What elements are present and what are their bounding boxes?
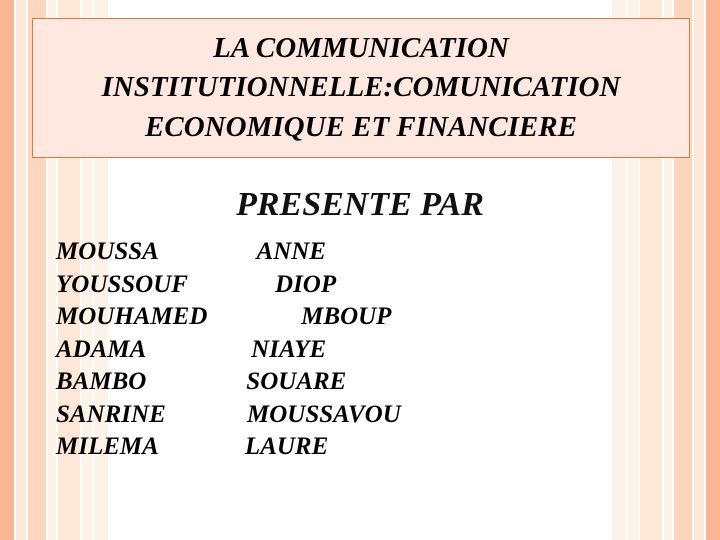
name-row: MILEMA LAURE — [56, 431, 401, 464]
name-row: ADAMA NIAYE — [56, 334, 401, 367]
decorative-stripe — [0, 0, 14, 540]
decorative-stripe — [694, 0, 704, 540]
name-row: SANRINE MOUSSAVOU — [56, 399, 401, 432]
subtitle-text: PRESENTE PAR — [236, 186, 484, 223]
slide-title: LA COMMUNICATION INSTITUTIONNELLE:COMUNI… — [41, 29, 681, 146]
name-row: BAMBO SOUARE — [56, 366, 401, 399]
title-box: LA COMMUNICATION INSTITUTIONNELLE:COMUNI… — [32, 18, 690, 158]
slide-subtitle: PRESENTE PAR — [0, 186, 720, 224]
name-row: YOUSSOUF DIOP — [56, 269, 401, 302]
decorative-stripe — [706, 0, 720, 540]
decorative-stripe — [16, 0, 26, 540]
names-list: MOUSSA ANNEYOUSSOUF DIOPMOUHAMED MBOUPAD… — [56, 236, 401, 464]
name-row: MOUSSA ANNE — [56, 236, 401, 269]
name-row: MOUHAMED MBOUP — [56, 301, 401, 334]
